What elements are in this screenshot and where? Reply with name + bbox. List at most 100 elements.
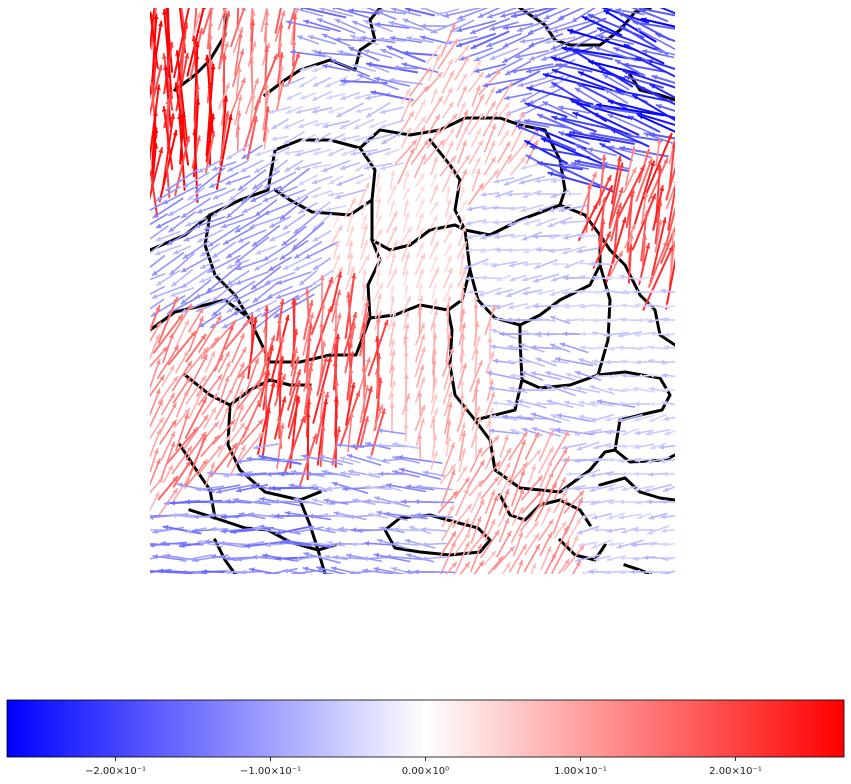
quiver-arrow-head bbox=[376, 198, 382, 203]
quiver-arrow-head bbox=[423, 86, 429, 92]
quiver-arrow-shaft bbox=[473, 63, 507, 73]
quiver-arrow bbox=[297, 120, 319, 129]
quiver-arrow bbox=[539, 460, 553, 488]
quiver-arrow bbox=[468, 182, 484, 206]
quiver-arrow bbox=[550, 29, 598, 51]
quiver-arrow-head bbox=[650, 331, 656, 337]
quiver-arrow-head bbox=[277, 41, 283, 46]
quiver-arrow-head bbox=[241, 167, 247, 172]
quiver-arrow bbox=[155, 230, 181, 242]
quiver-arrow bbox=[329, 224, 343, 248]
quiver-arrow-shaft bbox=[236, 8, 240, 30]
quiver-arrow bbox=[617, 331, 643, 338]
quiver-arrow-head bbox=[277, 279, 283, 285]
quiver-arrow bbox=[340, 135, 360, 142]
quiver-arrow-shaft bbox=[150, 298, 165, 310]
quiver-arrow-head bbox=[351, 273, 357, 279]
quiver-arrow-shaft bbox=[563, 490, 585, 514]
quiver-arrow-head bbox=[161, 54, 168, 59]
quiver-arrow-shaft bbox=[150, 200, 167, 212]
quiver-arrow bbox=[630, 8, 669, 22]
quiver-arrow-head bbox=[661, 514, 666, 520]
quiver-arrow bbox=[234, 32, 243, 76]
quiver-arrow-shaft bbox=[649, 83, 675, 99]
quiver-arrow-shaft bbox=[444, 401, 452, 435]
quiver-arrow-head bbox=[283, 264, 289, 270]
quiver-arrow-head bbox=[308, 34, 314, 40]
quiver-arrow-shaft bbox=[210, 442, 238, 478]
quiver-arrow-head bbox=[667, 133, 673, 139]
quiver-arrow bbox=[547, 216, 573, 228]
quiver-arrow bbox=[240, 159, 264, 173]
quiver-arrow-head bbox=[195, 293, 201, 299]
quiver-arrow-head bbox=[590, 400, 596, 406]
quiver-arrow bbox=[252, 443, 280, 450]
quiver-arrow-head bbox=[564, 304, 569, 310]
quiver-arrow bbox=[635, 359, 653, 365]
quiver-arrow bbox=[297, 202, 319, 214]
quiver-arrow-head bbox=[213, 337, 219, 343]
quiver-arrow-shaft bbox=[176, 50, 188, 142]
quiver-arrow bbox=[538, 471, 554, 505]
quiver-arrow bbox=[507, 461, 529, 487]
quiver-arrow-head bbox=[573, 112, 579, 117]
quiver-arrow bbox=[164, 553, 200, 562]
quiver-arrow-shaft bbox=[168, 211, 196, 233]
quiver-arrow bbox=[399, 226, 413, 246]
quiver-arrow-shaft bbox=[470, 30, 510, 50]
quiver-arrow-shaft bbox=[152, 197, 184, 219]
quiver-arrow bbox=[444, 243, 452, 258]
quiver-arrow bbox=[592, 274, 612, 281]
quiver-arrow-head bbox=[449, 71, 454, 77]
quiver-arrow bbox=[552, 19, 596, 34]
quiver-arrow-head bbox=[622, 289, 628, 295]
quiver-arrow-head bbox=[192, 428, 198, 434]
quiver-arrow bbox=[565, 471, 583, 477]
quiver-arrow-head bbox=[312, 179, 318, 185]
quiver-arrow bbox=[636, 112, 675, 126]
quiver-arrow-head bbox=[341, 78, 346, 84]
quiver-arrow-head bbox=[432, 173, 438, 179]
quiver-arrow-head bbox=[479, 533, 485, 539]
quiver-arrow-head bbox=[450, 23, 456, 29]
quiver-arrow-head bbox=[649, 514, 655, 520]
quiver-arrow-shaft bbox=[496, 475, 512, 501]
quiver-arrow bbox=[456, 404, 468, 432]
quiver-arrow-head bbox=[403, 351, 409, 356]
quiver-arrow-shaft bbox=[205, 113, 215, 163]
quiver-arrow-shaft bbox=[440, 540, 456, 574]
quiver-arrow-head bbox=[391, 566, 397, 572]
quiver-arrow-shaft bbox=[302, 312, 314, 356]
quiver-arrow-head bbox=[519, 517, 525, 524]
quiver-arrow bbox=[415, 185, 425, 203]
quiver-arrow-head bbox=[548, 519, 553, 526]
quiver-arrow-head bbox=[240, 569, 246, 574]
quiver-arrow bbox=[318, 340, 327, 384]
quiver-arrow-head bbox=[333, 326, 339, 331]
quiver-arrow-head bbox=[551, 359, 557, 365]
quiver-arrow bbox=[360, 214, 368, 230]
quiver-arrow bbox=[615, 8, 645, 16]
quiver-arrow bbox=[632, 94, 675, 122]
quiver-arrow bbox=[578, 400, 598, 407]
quiver-arrow bbox=[473, 560, 485, 574]
quiver-arrow bbox=[403, 310, 410, 330]
quiver-arrow bbox=[443, 361, 454, 391]
quiver-arrow-head bbox=[366, 112, 372, 117]
quiver-arrow-head bbox=[485, 72, 492, 78]
quiver-arrow bbox=[156, 345, 180, 379]
quiver-arrow-shaft bbox=[200, 336, 220, 360]
quiver-arrow-head bbox=[224, 83, 230, 89]
quiver-arrow bbox=[480, 275, 500, 281]
quiver-arrow-head bbox=[259, 454, 265, 460]
quiver-arrow bbox=[211, 198, 237, 218]
quiver-arrow-head bbox=[167, 240, 173, 245]
quiver-arrow-shaft bbox=[493, 545, 515, 571]
quiver-arrow-head bbox=[509, 546, 514, 552]
quiver-arrow-head bbox=[141, 527, 146, 532]
quiver-arrow-shaft bbox=[330, 271, 342, 313]
quiver-arrow bbox=[641, 191, 649, 225]
quiver-arrow-head bbox=[184, 53, 190, 59]
quiver-arrow bbox=[232, 48, 245, 87]
quiver-arrow bbox=[510, 8, 553, 19]
